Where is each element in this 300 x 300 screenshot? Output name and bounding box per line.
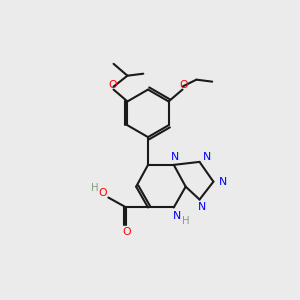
Text: H: H: [91, 183, 98, 193]
Text: N: N: [203, 152, 211, 162]
Text: N: N: [172, 212, 181, 221]
Text: O: O: [122, 227, 130, 237]
Text: N: N: [219, 177, 227, 187]
Text: N: N: [197, 202, 206, 212]
Text: O: O: [108, 80, 117, 90]
Text: H: H: [182, 216, 190, 226]
Text: O: O: [98, 188, 107, 198]
Text: N: N: [171, 152, 179, 162]
Text: O: O: [179, 80, 188, 90]
